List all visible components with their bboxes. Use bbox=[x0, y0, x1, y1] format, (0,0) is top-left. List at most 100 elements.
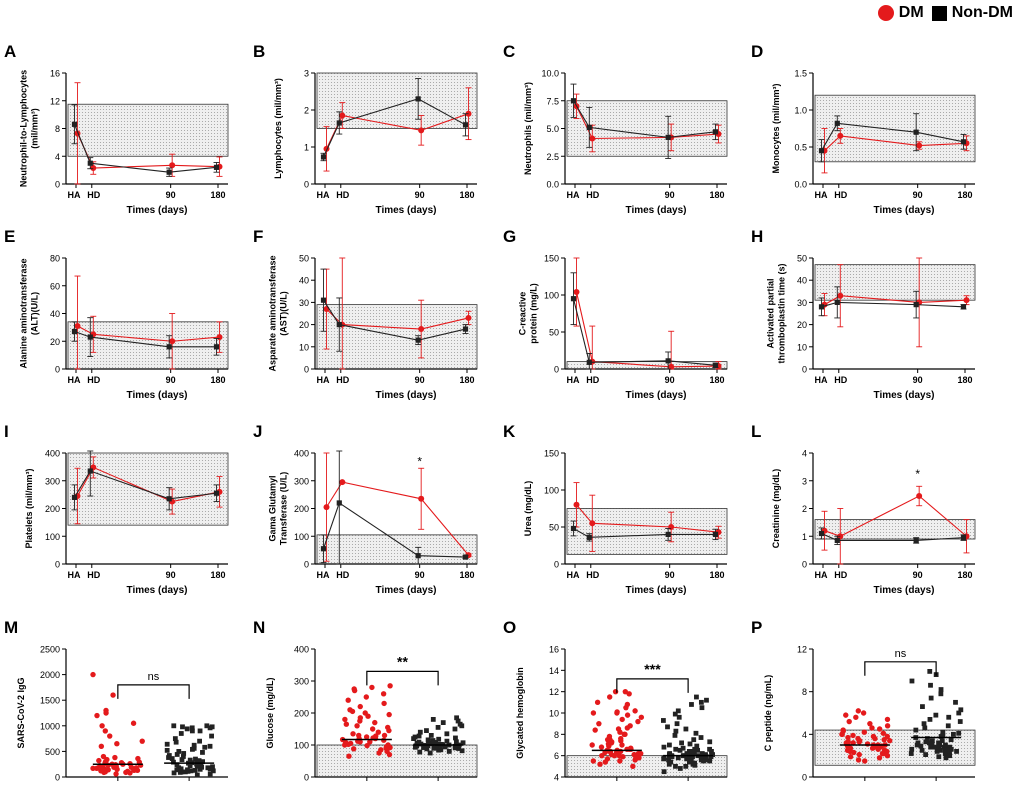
y-tick-label: 100 bbox=[544, 291, 559, 301]
data-point-dm bbox=[573, 289, 580, 296]
y-axis-label: Neutrophil-to-Lymphocytes bbox=[19, 70, 29, 187]
data-point-dm bbox=[169, 338, 176, 345]
data-point-non-dm bbox=[185, 767, 190, 773]
data-point-dm bbox=[112, 754, 118, 761]
x-tick-label: 180 bbox=[210, 570, 225, 580]
data-point-non-dm bbox=[940, 729, 946, 735]
data-point-non-dm bbox=[198, 762, 204, 768]
data-point-non-dm bbox=[189, 725, 195, 731]
y-tick-label: 100 bbox=[45, 532, 60, 542]
y-axis-label: Glucose (mg/dL) bbox=[265, 677, 275, 748]
data-point-non-dm bbox=[686, 749, 692, 754]
data-point-non-dm bbox=[87, 468, 93, 474]
data-point-non-dm bbox=[818, 530, 825, 537]
data-point-non-dm bbox=[174, 752, 180, 757]
panel-letter: J bbox=[253, 422, 262, 441]
data-point-non-dm bbox=[457, 721, 463, 727]
y-tick-label: 1 bbox=[304, 143, 309, 153]
data-point-non-dm bbox=[586, 359, 592, 365]
x-tick-label: HA bbox=[567, 190, 580, 200]
y-tick-label: 12 bbox=[549, 687, 559, 697]
y-tick-label: 4 bbox=[802, 730, 807, 740]
data-point-non-dm bbox=[424, 746, 430, 752]
x-tick-label: 180 bbox=[957, 375, 972, 385]
y-axis-label: Glycated hemoglobin bbox=[515, 667, 525, 759]
data-point-non-dm bbox=[922, 725, 928, 731]
data-point-dm bbox=[101, 768, 107, 775]
data-point-dm bbox=[860, 710, 867, 716]
series-line-non-dm bbox=[322, 502, 466, 558]
x-tick-label: 90 bbox=[665, 570, 675, 580]
data-point-non-dm bbox=[412, 734, 418, 740]
data-point-dm bbox=[853, 714, 859, 720]
data-point-non-dm bbox=[570, 296, 577, 302]
data-point-non-dm bbox=[320, 546, 327, 552]
data-point-non-dm bbox=[690, 754, 695, 760]
data-point-non-dm bbox=[938, 687, 944, 692]
data-point-non-dm bbox=[928, 744, 934, 750]
data-point-dm bbox=[418, 127, 425, 134]
y-axis-label: C peptide (ng/mL) bbox=[763, 675, 773, 752]
data-point-dm bbox=[869, 725, 875, 731]
data-point-dm bbox=[103, 707, 109, 714]
y-tick-label: 0.0 bbox=[546, 180, 559, 190]
data-point-non-dm bbox=[698, 755, 704, 761]
x-tick-label: 180 bbox=[459, 570, 474, 580]
data-point-dm bbox=[619, 716, 625, 723]
data-point-dm bbox=[619, 742, 625, 748]
data-point-non-dm bbox=[188, 768, 194, 774]
data-point-non-dm bbox=[665, 358, 671, 364]
data-point-dm bbox=[622, 688, 629, 695]
data-point-dm bbox=[845, 734, 851, 741]
data-point-dm bbox=[598, 744, 605, 750]
data-point-dm bbox=[845, 739, 851, 745]
y-tick-label: 14 bbox=[549, 666, 559, 676]
data-point-dm bbox=[169, 162, 176, 169]
data-point-non-dm bbox=[415, 96, 421, 102]
data-point-non-dm bbox=[707, 739, 713, 745]
data-point-dm bbox=[594, 699, 601, 706]
data-point-non-dm bbox=[87, 334, 93, 340]
x-tick-label: HA bbox=[815, 570, 828, 580]
y-axis-label: (mil/mm³) bbox=[30, 108, 40, 149]
y-tick-label: 30 bbox=[797, 298, 807, 308]
data-point-non-dm bbox=[424, 728, 429, 733]
data-point-non-dm bbox=[415, 337, 421, 343]
data-point-non-dm bbox=[462, 554, 469, 560]
data-point-dm bbox=[107, 733, 113, 739]
data-point-non-dm bbox=[909, 678, 915, 684]
x-tick-label: HD bbox=[586, 570, 599, 580]
y-tick-label: 8 bbox=[802, 687, 807, 697]
data-point-dm bbox=[343, 721, 350, 727]
data-point-non-dm bbox=[956, 730, 962, 736]
data-point-non-dm bbox=[923, 739, 929, 745]
data-point-dm bbox=[884, 723, 891, 729]
x-axis-label: Times (days) bbox=[626, 390, 687, 401]
data-point-non-dm bbox=[684, 751, 690, 756]
y-tick-label: 3 bbox=[802, 476, 807, 486]
data-point-non-dm bbox=[187, 757, 193, 763]
y-tick-label: 80 bbox=[50, 254, 60, 264]
y-tick-label: 100 bbox=[544, 486, 559, 496]
data-point-dm bbox=[597, 761, 603, 767]
data-point-non-dm bbox=[169, 756, 175, 761]
data-point-dm bbox=[606, 748, 613, 755]
data-point-non-dm bbox=[180, 754, 186, 759]
data-point-non-dm bbox=[929, 741, 935, 747]
data-point-dm bbox=[131, 767, 137, 774]
y-tick-label: 400 bbox=[294, 645, 309, 655]
data-point-non-dm bbox=[673, 728, 679, 734]
data-point-non-dm bbox=[957, 719, 963, 724]
data-point-dm bbox=[367, 739, 373, 745]
data-point-non-dm bbox=[174, 762, 180, 768]
data-point-non-dm bbox=[166, 169, 172, 175]
y-axis-label: SARS-CoV-2 IgG bbox=[16, 677, 26, 748]
data-point-non-dm bbox=[213, 490, 220, 496]
data-point-non-dm bbox=[699, 705, 705, 711]
data-point-non-dm bbox=[665, 531, 671, 537]
y-axis-label: Transferase (U/L) bbox=[279, 472, 289, 546]
x-tick-label: HD bbox=[336, 375, 349, 385]
data-point-non-dm bbox=[187, 763, 193, 769]
data-point-dm bbox=[96, 757, 102, 764]
data-point-non-dm bbox=[680, 745, 686, 751]
